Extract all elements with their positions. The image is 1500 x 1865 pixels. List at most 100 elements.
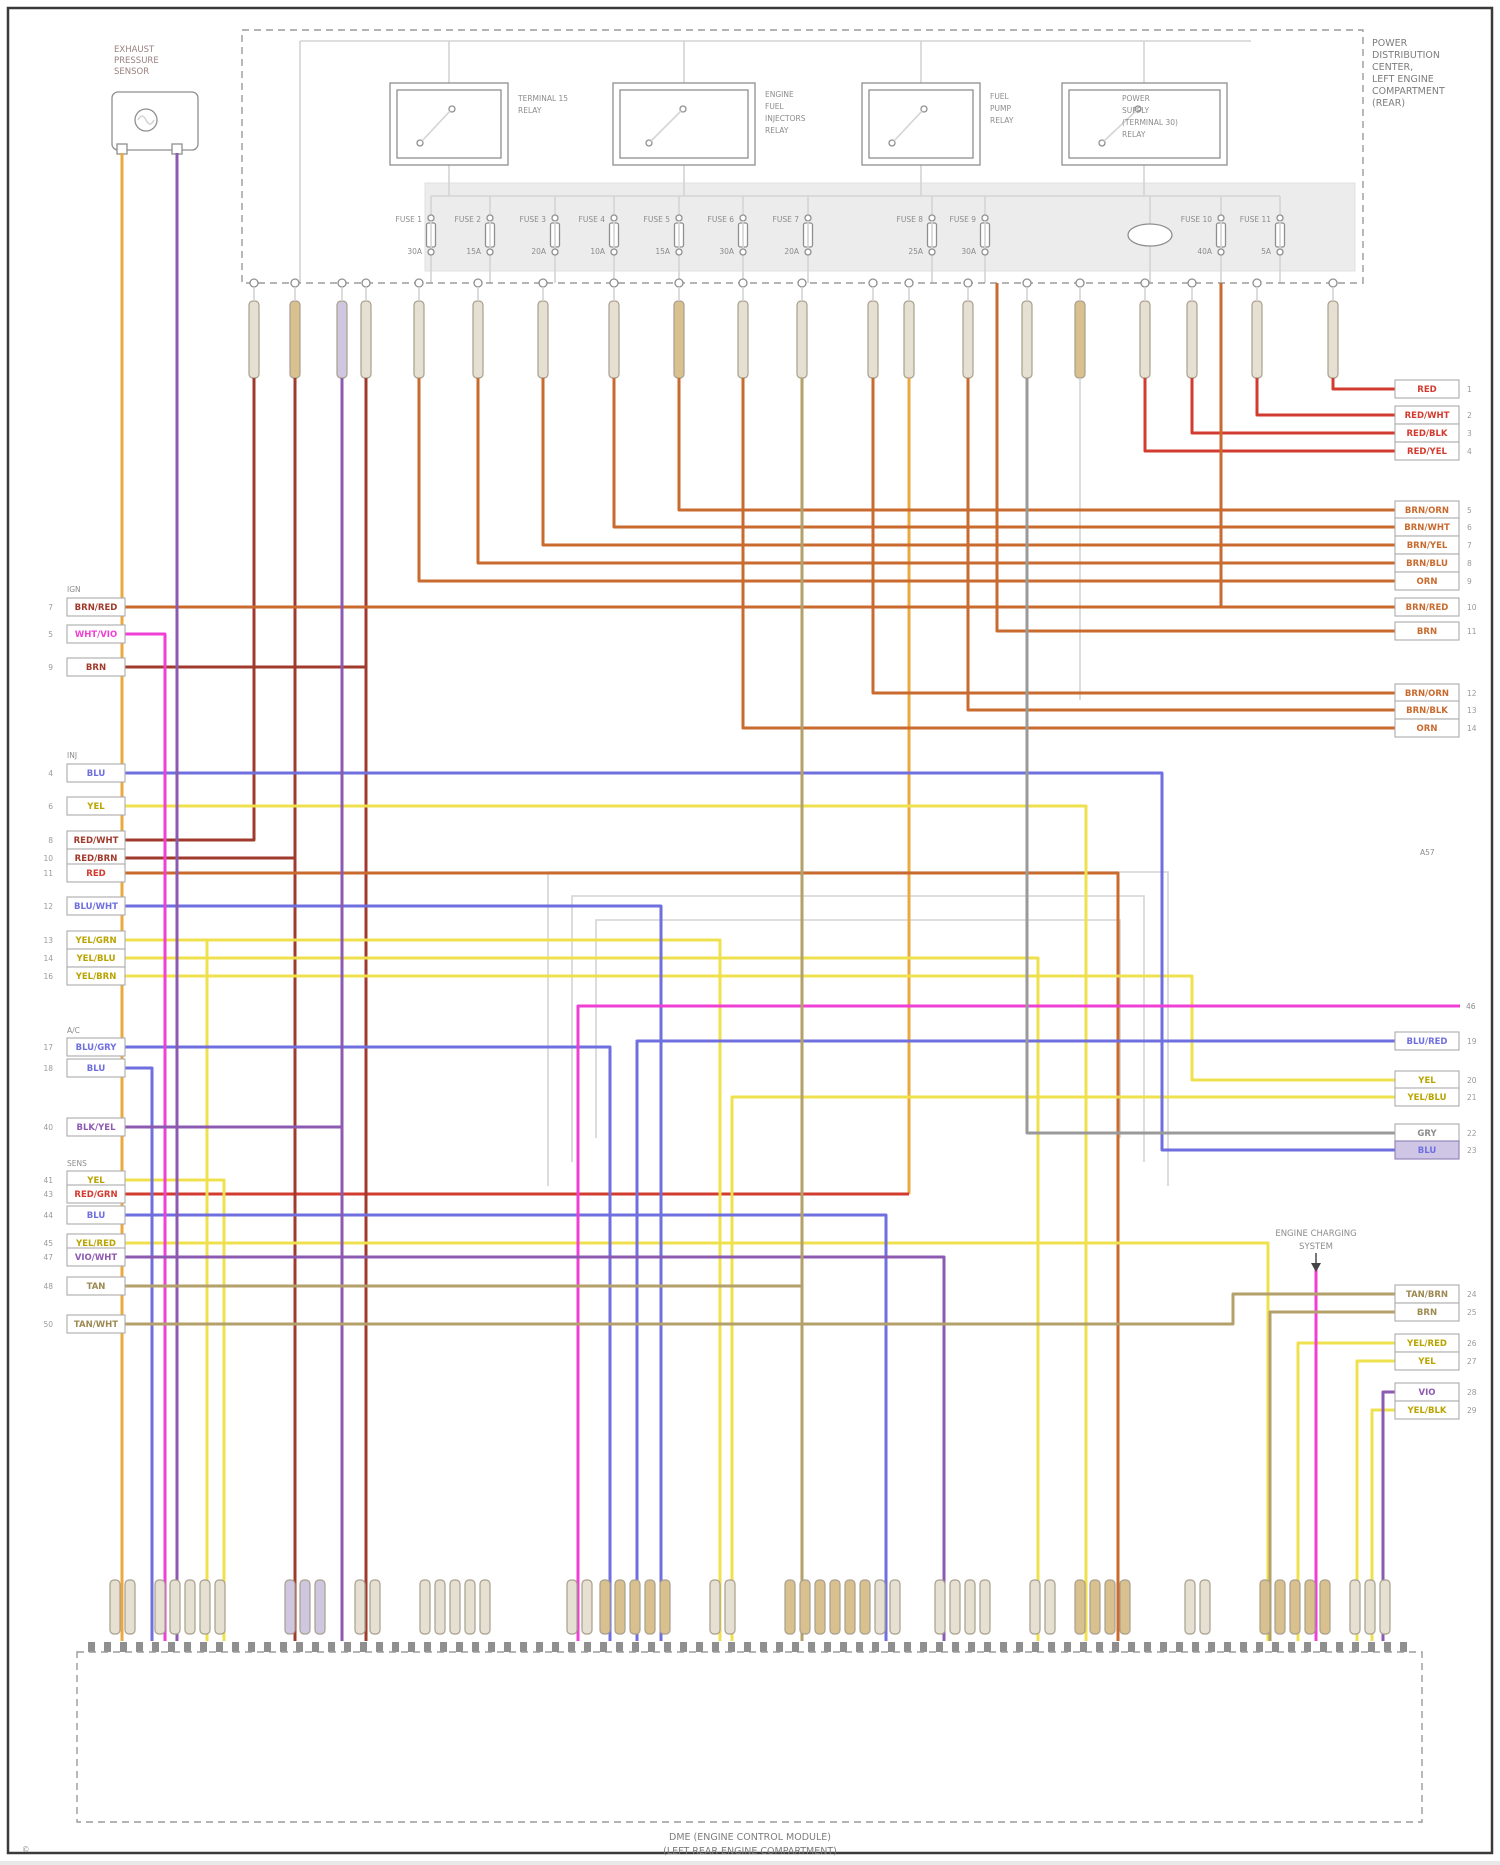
pin-46-note: 46 bbox=[1466, 1002, 1476, 1011]
svg-text:40A: 40A bbox=[1197, 247, 1213, 256]
svg-text:YEL: YEL bbox=[1417, 1076, 1436, 1086]
wire-label: RED/WHT 8 bbox=[48, 830, 126, 850]
svg-text:FUEL: FUEL bbox=[765, 102, 785, 111]
wire-label: BRN 11 bbox=[1394, 621, 1477, 641]
svg-text:11: 11 bbox=[43, 869, 53, 878]
svg-text:14: 14 bbox=[1467, 724, 1477, 733]
wire-label: BRN 9 bbox=[48, 657, 126, 677]
svg-text:FUSE 5: FUSE 5 bbox=[644, 215, 671, 224]
net-note: A57 bbox=[1420, 848, 1435, 857]
wire-label: YEL/BLU 14 bbox=[43, 948, 126, 968]
svg-text:PRESSURE: PRESSURE bbox=[114, 56, 159, 66]
svg-text:BRN/RED: BRN/RED bbox=[1406, 603, 1449, 613]
svg-text:BLU: BLU bbox=[87, 1064, 106, 1074]
svg-text:(TERMINAL 30): (TERMINAL 30) bbox=[1122, 118, 1178, 127]
wire-label: YEL/BLK 29 bbox=[1394, 1400, 1477, 1420]
svg-text:FUSE 6: FUSE 6 bbox=[708, 215, 735, 224]
svg-text:12: 12 bbox=[43, 902, 53, 911]
svg-text:9: 9 bbox=[1467, 577, 1472, 586]
svg-text:5: 5 bbox=[1467, 506, 1472, 515]
wire-label: RED 1 bbox=[1394, 379, 1472, 399]
svg-text:INJECTORS: INJECTORS bbox=[765, 114, 806, 123]
fuse: FUSE 6 30A bbox=[708, 214, 749, 256]
svg-text:7: 7 bbox=[48, 603, 53, 612]
svg-text:BLK/YEL: BLK/YEL bbox=[77, 1123, 117, 1133]
wire-label: BLU 18 bbox=[43, 1058, 126, 1078]
svg-text:PUMP: PUMP bbox=[990, 104, 1011, 113]
svg-text:YEL: YEL bbox=[1417, 1357, 1436, 1367]
left-header: A/C bbox=[67, 1026, 80, 1035]
power-distribution-box: TERMINAL 15 RELAY ENGINE FUEL INJECTORS … bbox=[241, 29, 1445, 284]
svg-text:47: 47 bbox=[43, 1253, 53, 1262]
wire-label: ORN 9 bbox=[1394, 571, 1472, 591]
wire-label: YEL 27 bbox=[1394, 1351, 1477, 1371]
wire-label: BRN/RED 10 bbox=[1394, 597, 1477, 617]
svg-text:1: 1 bbox=[1467, 385, 1472, 394]
wire-label: BLU 23 bbox=[1394, 1140, 1477, 1160]
svg-text:11: 11 bbox=[1467, 627, 1477, 636]
svg-text:BRN/BLU: BRN/BLU bbox=[1406, 559, 1448, 569]
svg-text:18: 18 bbox=[43, 1064, 53, 1073]
svg-text:FUSE 8: FUSE 8 bbox=[897, 215, 924, 224]
svg-text:SENSOR: SENSOR bbox=[114, 67, 149, 77]
power-box-wiring bbox=[299, 40, 1281, 283]
svg-text:21: 21 bbox=[1467, 1093, 1477, 1102]
svg-text:(REAR): (REAR) bbox=[1372, 98, 1405, 109]
svg-text:ORN: ORN bbox=[1417, 577, 1438, 587]
svg-text:16: 16 bbox=[43, 972, 53, 981]
svg-text:8: 8 bbox=[1467, 559, 1472, 568]
relay-fuel-pump: FUEL PUMP RELAY bbox=[861, 82, 1014, 166]
svg-text:10: 10 bbox=[43, 854, 53, 863]
wire-label: RED/BLK 3 bbox=[1394, 423, 1472, 443]
wire-label: TAN 48 bbox=[43, 1276, 126, 1296]
svg-text:BLU/WHT: BLU/WHT bbox=[74, 902, 118, 912]
svg-text:15A: 15A bbox=[655, 247, 671, 256]
fuse: FUSE 10 40A bbox=[1181, 214, 1227, 256]
wire-label: BRN/ORN 12 bbox=[1394, 683, 1477, 703]
svg-text:14: 14 bbox=[43, 954, 53, 963]
fuse: FUSE 4 10A bbox=[579, 214, 620, 256]
wire-label: BLK/YEL 40 bbox=[43, 1117, 126, 1137]
svg-text:GRY: GRY bbox=[1417, 1129, 1437, 1139]
svg-text:RED: RED bbox=[86, 869, 105, 879]
svg-text:RED/GRN: RED/GRN bbox=[74, 1190, 117, 1200]
wire-label: YEL/BRN 16 bbox=[43, 966, 126, 986]
svg-text:BRN/ORN: BRN/ORN bbox=[1405, 689, 1449, 699]
pressure-sensor: EXHAUST PRESSURE SENSOR bbox=[111, 45, 199, 155]
wire-label: BRN/RED 7 bbox=[48, 597, 126, 617]
wire-label: RED 11 bbox=[43, 863, 126, 883]
left-header: INJ bbox=[67, 751, 77, 760]
svg-text:FUSE 2: FUSE 2 bbox=[455, 215, 482, 224]
wire-label: BRN/WHT 6 bbox=[1394, 517, 1472, 537]
svg-text:RED/BLK: RED/BLK bbox=[1407, 429, 1448, 439]
svg-text:YEL/RED: YEL/RED bbox=[1406, 1339, 1447, 1349]
svg-text:4: 4 bbox=[48, 769, 53, 778]
svg-text:RELAY: RELAY bbox=[1122, 130, 1146, 139]
svg-text:(LEFT REAR ENGINE COMPARTMENT): (LEFT REAR ENGINE COMPARTMENT) bbox=[663, 1846, 837, 1857]
svg-text:3: 3 bbox=[1467, 429, 1472, 438]
wire-label: BRN 25 bbox=[1394, 1302, 1477, 1322]
bottom-connector-pins bbox=[109, 1579, 1391, 1635]
wire-label: TAN/BRN 24 bbox=[1394, 1284, 1477, 1304]
svg-text:RELAY: RELAY bbox=[765, 126, 789, 135]
svg-text:RELAY: RELAY bbox=[990, 116, 1014, 125]
svg-text:5A: 5A bbox=[1261, 247, 1272, 256]
fuse: FUSE 11 5A bbox=[1240, 214, 1286, 256]
module-boundary bbox=[76, 1651, 1423, 1823]
fuse: FUSE 8 25A bbox=[897, 214, 938, 256]
svg-text:15A: 15A bbox=[466, 247, 482, 256]
svg-text:5: 5 bbox=[48, 630, 53, 639]
wire-label: VIO/WHT 47 bbox=[43, 1247, 126, 1267]
svg-text:30A: 30A bbox=[719, 247, 735, 256]
left-header: SENS bbox=[67, 1159, 87, 1168]
svg-text:RED/YEL: RED/YEL bbox=[1407, 447, 1447, 457]
fuse: FUSE 1 30A bbox=[396, 214, 437, 256]
svg-text:2: 2 bbox=[1467, 411, 1472, 420]
svg-text:BRN/RED: BRN/RED bbox=[75, 603, 118, 613]
svg-text:BLU/GRY: BLU/GRY bbox=[76, 1043, 118, 1053]
wire-gray bbox=[1025, 378, 1395, 1135]
breaker-symbol bbox=[1127, 223, 1173, 247]
watermark: © bbox=[22, 1845, 30, 1854]
wire-label: ORN 14 bbox=[1394, 718, 1477, 738]
